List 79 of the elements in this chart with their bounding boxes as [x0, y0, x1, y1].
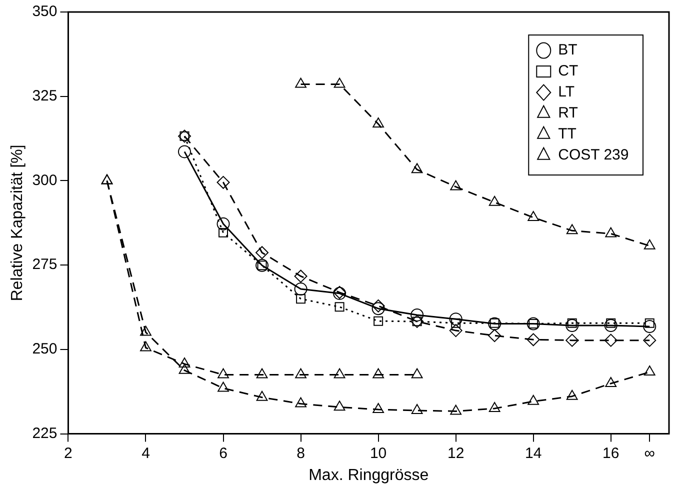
point	[604, 334, 618, 347]
point	[374, 316, 384, 326]
point	[334, 78, 346, 88]
y-tick-label: 300	[32, 172, 58, 189]
point	[296, 294, 306, 304]
point	[605, 227, 617, 238]
y-tick-label: 350	[32, 3, 58, 20]
x-tick-label: ∞	[644, 444, 656, 462]
point	[450, 180, 462, 190]
point	[528, 211, 540, 221]
point	[449, 324, 462, 338]
point	[605, 377, 617, 388]
point	[411, 368, 423, 378]
point	[334, 368, 346, 378]
point	[643, 320, 656, 333]
point	[216, 176, 230, 189]
point	[178, 145, 192, 158]
point	[295, 368, 306, 378]
point	[528, 394, 540, 405]
point	[178, 364, 190, 374]
point	[256, 390, 268, 401]
legend-label: CT	[558, 62, 578, 80]
y-axis-title: Relative Kapazität [%]	[9, 144, 26, 302]
x-tick-label: 8	[296, 444, 305, 462]
point	[411, 163, 423, 174]
legend-label: LT	[558, 84, 575, 101]
point	[294, 282, 308, 296]
point	[295, 78, 306, 88]
x-tick-label: 16	[602, 444, 620, 462]
point	[526, 333, 540, 346]
point	[216, 217, 230, 230]
point	[334, 302, 344, 312]
y-tick-label: 225	[32, 424, 58, 442]
y-tick-label: 275	[32, 256, 58, 274]
x-tick-label: 6	[219, 444, 228, 462]
point	[372, 403, 384, 414]
point	[372, 118, 384, 128]
point	[140, 326, 152, 336]
point	[295, 397, 306, 408]
point	[643, 334, 656, 347]
point	[566, 390, 578, 400]
point	[450, 404, 462, 415]
point	[218, 228, 228, 238]
point	[256, 368, 268, 378]
point	[256, 246, 269, 260]
point	[566, 318, 579, 332]
legend-label: RT	[558, 104, 578, 122]
point	[644, 366, 656, 376]
point	[334, 400, 346, 411]
x-tick-label: 2	[64, 444, 72, 462]
point	[566, 334, 579, 347]
point	[488, 196, 500, 206]
point	[372, 368, 384, 378]
point	[449, 312, 462, 326]
point	[566, 224, 578, 234]
legend-label: TT	[558, 126, 576, 143]
point	[372, 299, 385, 312]
x-tick-label: 14	[525, 444, 542, 462]
legend-label: COST 239	[558, 146, 629, 164]
point	[644, 239, 656, 250]
y-tick-label: 250	[32, 340, 58, 358]
y-tick-label: 325	[32, 88, 58, 104]
x-tick-label: 12	[447, 444, 464, 462]
point	[604, 318, 618, 332]
point	[410, 308, 424, 322]
point	[372, 302, 385, 316]
point	[488, 329, 502, 342]
point	[294, 270, 308, 283]
point	[218, 382, 229, 392]
point	[411, 404, 423, 414]
x-tick-label: 4	[142, 444, 150, 462]
legend-label: BT	[558, 42, 578, 59]
point	[488, 402, 500, 412]
point	[218, 368, 229, 378]
point	[178, 357, 190, 368]
point	[140, 341, 152, 352]
point	[488, 317, 502, 330]
x-tick-label: 10	[370, 444, 387, 462]
x-axis-title: Max. Ringgrösse	[308, 466, 429, 484]
